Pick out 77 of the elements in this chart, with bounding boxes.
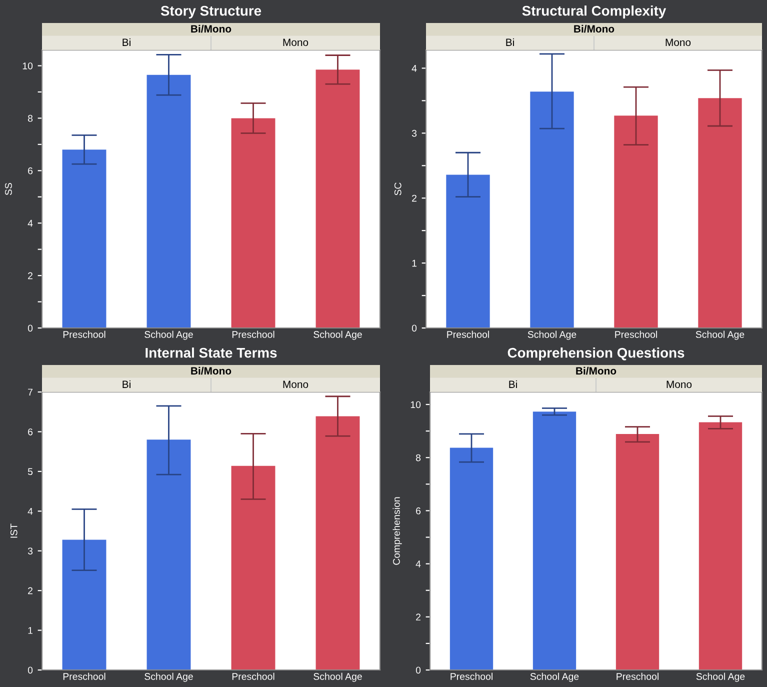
- text: Bi: [509, 380, 517, 388]
- y-axis-title: SC: [394, 182, 402, 196]
- text: Bi/Mono: [576, 366, 616, 375]
- y-tick-label: 1: [412, 260, 416, 267]
- x-tick-label: Preschool: [616, 672, 658, 680]
- y-axis-title: SS: [5, 182, 12, 196]
- x-tick-label: Preschool: [232, 672, 274, 680]
- bar: [146, 74, 191, 328]
- bar: [532, 412, 576, 670]
- bar: [446, 174, 490, 328]
- x-tick-label: Preschool: [232, 330, 274, 338]
- text: Bi/Mono: [191, 24, 232, 33]
- bar: [146, 440, 191, 670]
- y-tick-label: 3: [28, 548, 33, 554]
- chart-title: Story Structure: [160, 6, 262, 18]
- y-tick-label: 2: [412, 194, 416, 202]
- text: Mono: [666, 38, 691, 46]
- y-tick-label: 5: [28, 468, 33, 476]
- bar: [698, 422, 742, 670]
- x-tick-label: School Age: [314, 672, 362, 682]
- x-tick-label: School Age: [696, 330, 744, 340]
- x-tick-label: Preschool: [615, 330, 657, 338]
- y-tick-label: 0: [416, 666, 421, 674]
- bar: [316, 416, 360, 670]
- text: Mono: [283, 380, 308, 388]
- y-tick-label: 4: [416, 560, 421, 568]
- bar: [62, 150, 106, 328]
- x-tick-label: School Age: [530, 672, 579, 682]
- text: Bi: [122, 380, 130, 388]
- y-tick-label: 6: [416, 507, 421, 514]
- y-tick-label: 8: [416, 454, 421, 462]
- y-tick-label: 10: [410, 401, 421, 408]
- bar: [616, 434, 660, 670]
- y-tick-label: 4: [28, 508, 33, 515]
- x-tick-label: School Age: [696, 672, 745, 682]
- text: Bi/Mono: [574, 24, 614, 33]
- chart-title: Comprehension Questions: [508, 348, 684, 360]
- y-axis-title: IST: [10, 524, 18, 538]
- y-tick-label: 8: [28, 114, 33, 122]
- text: Bi: [506, 38, 514, 46]
- x-tick-label: Preschool: [63, 330, 106, 338]
- bar: [698, 98, 742, 328]
- chart-title: Structural Complexity: [522, 6, 666, 18]
- text: Bi/Mono: [191, 366, 232, 375]
- x-tick-label: School Age: [528, 330, 576, 340]
- x-tick-label: Preschool: [450, 672, 492, 680]
- x-tick-label: School Age: [144, 330, 193, 340]
- bar: [231, 118, 276, 328]
- y-tick-label: 0: [28, 324, 33, 332]
- y-tick-label: 6: [28, 167, 33, 174]
- y-tick-label: 0: [28, 666, 33, 674]
- y-tick-label: 3: [412, 130, 417, 137]
- y-tick-label: 6: [28, 428, 33, 436]
- y-tick-label: 0: [412, 324, 417, 332]
- bar: [316, 70, 360, 328]
- y-tick-label: 2: [28, 272, 32, 280]
- bar: [530, 92, 574, 328]
- chart-title: Internal State Terms: [146, 348, 277, 358]
- x-tick-label: Preschool: [447, 330, 489, 338]
- y-tick-label: 10: [22, 62, 33, 70]
- text: Mono: [283, 38, 308, 46]
- x-tick-label: Preschool: [63, 672, 106, 680]
- y-tick-label: 4: [28, 220, 33, 227]
- x-tick-label: School Age: [144, 672, 193, 682]
- y-axis-title: Comprehension: [392, 497, 402, 565]
- x-tick-label: School Age: [314, 330, 362, 340]
- y-tick-label: 7: [28, 388, 32, 396]
- y-tick-label: 4: [412, 65, 417, 72]
- y-tick-label: 1: [28, 627, 32, 634]
- bar: [450, 448, 494, 670]
- y-tick-label: 2: [28, 587, 32, 594]
- text: Mono: [666, 380, 692, 388]
- y-tick-label: 2: [416, 614, 420, 620]
- bar: [62, 540, 106, 670]
- text: Bi: [122, 38, 130, 46]
- bar: [614, 116, 658, 328]
- bar: [231, 466, 276, 670]
